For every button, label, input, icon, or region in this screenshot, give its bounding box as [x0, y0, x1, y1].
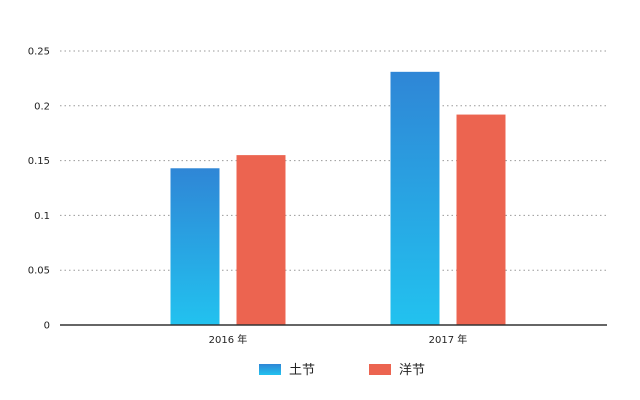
bar-series0-cat1 — [390, 71, 440, 325]
y-tick-label-0: 0 — [44, 321, 50, 332]
legend: 土节 洋节 — [259, 363, 425, 378]
bar-series1-cat1 — [456, 114, 506, 326]
legend-label-0: 土节 — [289, 363, 315, 378]
grid-lines — [60, 50, 607, 271]
bar-series1-cat0 — [236, 155, 286, 325]
legend-swatch-0 — [259, 364, 281, 375]
legend-item-1: 洋节 — [369, 363, 425, 378]
x-axis-ticks: 2016 年 2017 年 — [209, 333, 468, 346]
x-tick-label-1: 2017 年 — [429, 333, 468, 346]
legend-label-1: 洋节 — [399, 363, 425, 378]
y-tick-label-1: 0.05 — [28, 266, 50, 277]
legend-swatch-1 — [369, 364, 391, 375]
y-tick-label-5: 0.25 — [28, 47, 50, 58]
y-axis-ticks: 0 0.05 0.1 0.15 0.2 0.25 — [28, 47, 50, 332]
legend-item-0: 土节 — [259, 363, 315, 378]
y-tick-label-4: 0.2 — [34, 101, 50, 112]
bars — [170, 71, 506, 326]
x-tick-label-0: 2016 年 — [209, 333, 248, 346]
y-tick-label-3: 0.15 — [28, 156, 50, 167]
y-tick-label-2: 0.1 — [34, 211, 50, 222]
bar-series0-cat0 — [170, 168, 220, 325]
